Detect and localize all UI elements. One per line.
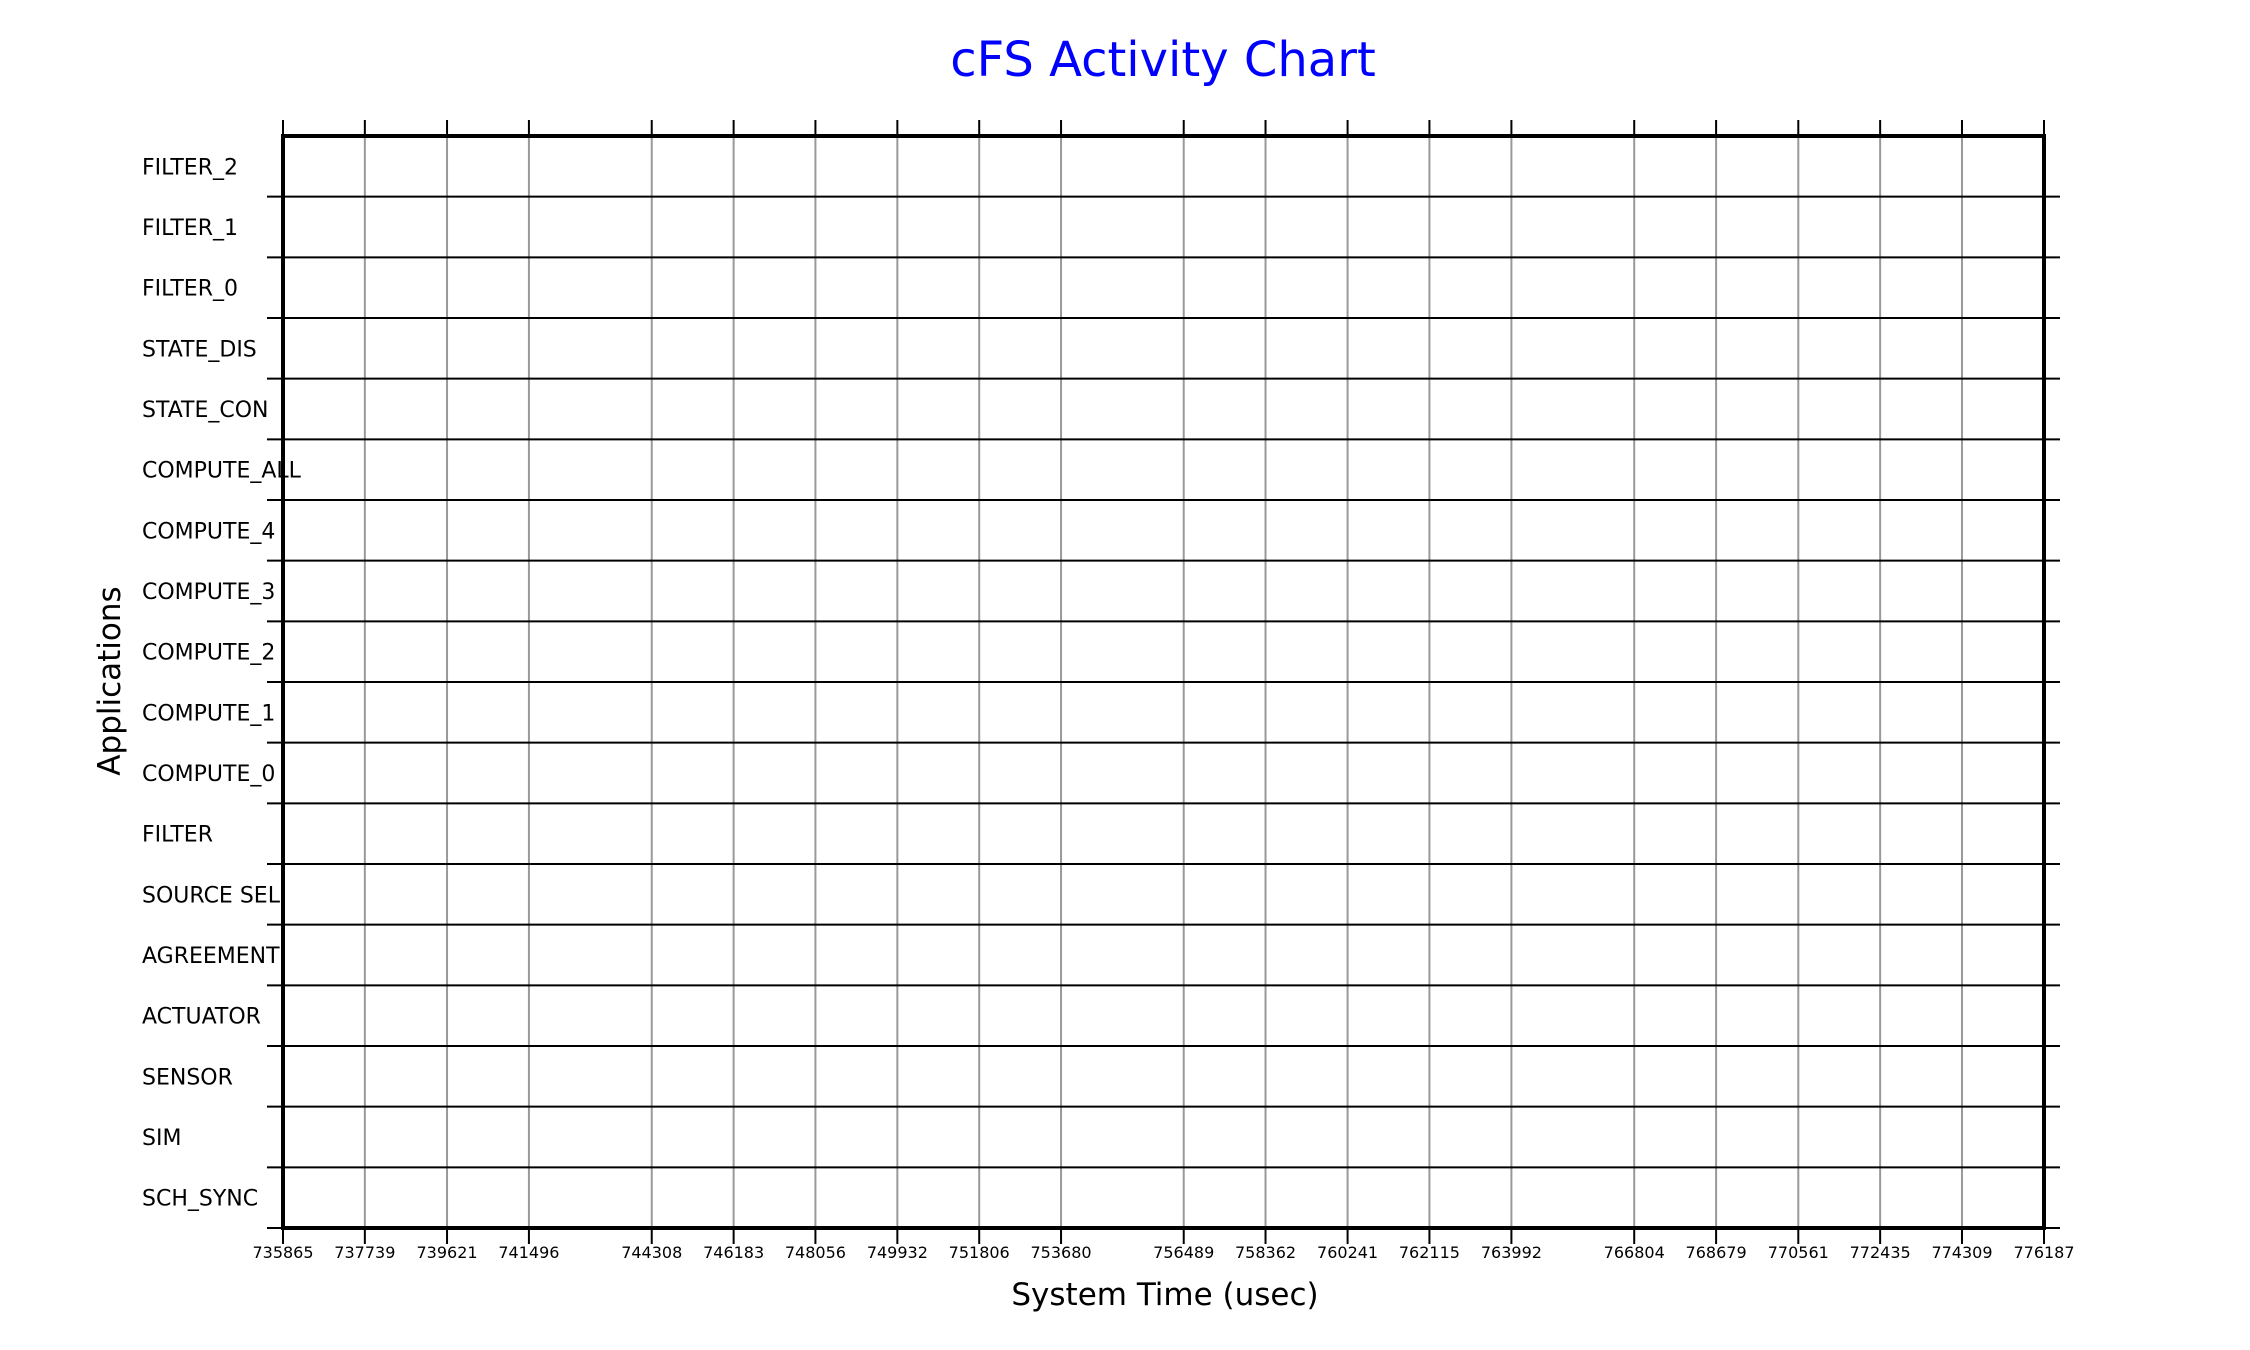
row-label: STATE_CON bbox=[142, 398, 269, 423]
x-tick-label: 749932 bbox=[867, 1243, 928, 1262]
row-label: COMPUTE_2 bbox=[142, 641, 275, 666]
x-tick-label: 756489 bbox=[1153, 1243, 1214, 1262]
row-label: COMPUTE_1 bbox=[142, 701, 275, 726]
row-labels: FILTER_2 FILTER_1 FILTER_0 STATE_DIS STATE_C… bbox=[142, 155, 302, 1211]
row-label: FILTER bbox=[142, 823, 213, 848]
y-axis-label: Applications bbox=[92, 586, 128, 775]
chart-title: cFS Activity Chart bbox=[950, 32, 1376, 88]
x-tick-label: 762115 bbox=[1399, 1243, 1460, 1262]
x-tick-label: 748056 bbox=[785, 1243, 846, 1262]
x-tick-label: 741496 bbox=[498, 1243, 559, 1262]
row-label: COMPUTE_0 bbox=[142, 762, 275, 787]
x-tick-label: 739621 bbox=[416, 1243, 477, 1262]
row-lines bbox=[267, 195, 2060, 1229]
row-label: FILTER_0 bbox=[142, 277, 238, 302]
x-tick-label: 772435 bbox=[1850, 1243, 1911, 1262]
x-tick-label: 753680 bbox=[1031, 1243, 1092, 1262]
x-tick-label: 763992 bbox=[1481, 1243, 1542, 1262]
x-tick-label: 746183 bbox=[703, 1243, 764, 1262]
row-label: SCH_SYNC bbox=[142, 1187, 258, 1212]
x-tick-label: 735865 bbox=[252, 1243, 313, 1262]
row-label: AGREEMENT bbox=[142, 944, 280, 969]
x-tick-labels: 735865 737739 739621 741496 744308 746183 7480… bbox=[252, 1243, 2074, 1262]
row-label: STATE_DIS bbox=[142, 337, 257, 362]
x-tick-label: 751806 bbox=[949, 1243, 1010, 1262]
x-tick-label: 758362 bbox=[1235, 1243, 1296, 1262]
x-tick-label: 770561 bbox=[1768, 1243, 1829, 1262]
x-tick-label: 744308 bbox=[621, 1243, 682, 1262]
row-label: SOURCE SEL bbox=[142, 883, 281, 908]
row-label: SIM bbox=[142, 1126, 181, 1151]
x-axis-label: System Time (usec) bbox=[1011, 1277, 1318, 1313]
row-label: COMPUTE_3 bbox=[142, 580, 275, 605]
row-label: FILTER_2 bbox=[142, 155, 238, 180]
x-tick-label: 760241 bbox=[1317, 1243, 1378, 1262]
row-label: SENSOR bbox=[142, 1065, 233, 1090]
x-tick-label: 776187 bbox=[2013, 1243, 2074, 1262]
x-tick-label: 766804 bbox=[1604, 1243, 1665, 1262]
x-tick-label: 737739 bbox=[334, 1243, 395, 1262]
row-label: FILTER_1 bbox=[142, 216, 238, 241]
x-tick-label: 774309 bbox=[1931, 1243, 1992, 1262]
row-label: ACTUATOR bbox=[142, 1005, 261, 1030]
row-label: COMPUTE_ALL bbox=[142, 459, 302, 484]
tick-marks bbox=[282, 120, 2045, 1244]
x-tick-label: 768679 bbox=[1686, 1243, 1747, 1262]
row-label: COMPUTE_4 bbox=[142, 519, 275, 544]
plot-frame bbox=[281, 134, 2046, 1230]
